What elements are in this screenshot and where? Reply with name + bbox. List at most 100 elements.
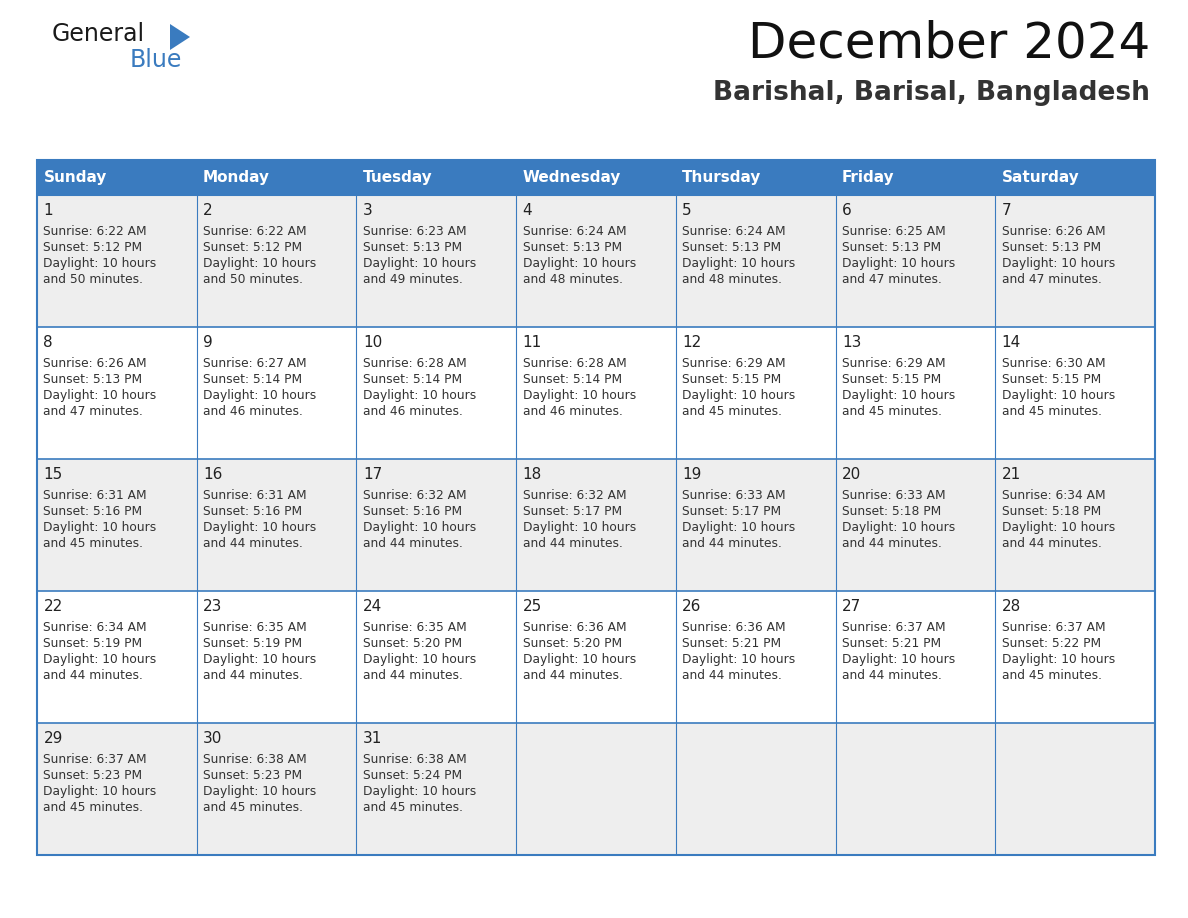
- Text: Sunset: 5:21 PM: Sunset: 5:21 PM: [842, 637, 941, 650]
- Text: Sunset: 5:17 PM: Sunset: 5:17 PM: [523, 505, 621, 518]
- Text: Sunrise: 6:26 AM: Sunrise: 6:26 AM: [1001, 225, 1105, 238]
- Text: Sunrise: 6:32 AM: Sunrise: 6:32 AM: [523, 489, 626, 502]
- Text: and 45 minutes.: and 45 minutes.: [682, 405, 782, 418]
- Text: December 2024: December 2024: [747, 20, 1150, 68]
- Text: and 47 minutes.: and 47 minutes.: [1001, 273, 1101, 286]
- Text: 9: 9: [203, 335, 213, 350]
- Text: and 46 minutes.: and 46 minutes.: [362, 405, 462, 418]
- Text: Sunrise: 6:30 AM: Sunrise: 6:30 AM: [1001, 357, 1105, 370]
- Text: 18: 18: [523, 467, 542, 482]
- Text: Daylight: 10 hours: Daylight: 10 hours: [682, 389, 796, 402]
- Text: Sunrise: 6:36 AM: Sunrise: 6:36 AM: [523, 621, 626, 634]
- Text: 11: 11: [523, 335, 542, 350]
- Text: 1: 1: [44, 203, 53, 218]
- Text: 24: 24: [362, 599, 383, 614]
- Polygon shape: [170, 24, 190, 50]
- Bar: [37, 591, 1155, 723]
- Text: 16: 16: [203, 467, 222, 482]
- Text: and 45 minutes.: and 45 minutes.: [842, 405, 942, 418]
- Text: Sunrise: 6:38 AM: Sunrise: 6:38 AM: [362, 753, 467, 766]
- Text: Daylight: 10 hours: Daylight: 10 hours: [203, 785, 316, 798]
- Text: and 45 minutes.: and 45 minutes.: [362, 801, 463, 814]
- Text: Sunset: 5:22 PM: Sunset: 5:22 PM: [1001, 637, 1101, 650]
- Text: Daylight: 10 hours: Daylight: 10 hours: [842, 521, 955, 534]
- Text: Sunrise: 6:37 AM: Sunrise: 6:37 AM: [1001, 621, 1105, 634]
- Text: Daylight: 10 hours: Daylight: 10 hours: [1001, 521, 1114, 534]
- Text: 5: 5: [682, 203, 691, 218]
- Text: and 44 minutes.: and 44 minutes.: [523, 537, 623, 550]
- Text: Sunset: 5:12 PM: Sunset: 5:12 PM: [44, 241, 143, 254]
- Text: 28: 28: [1001, 599, 1020, 614]
- Text: and 44 minutes.: and 44 minutes.: [682, 537, 782, 550]
- Text: Daylight: 10 hours: Daylight: 10 hours: [362, 521, 476, 534]
- Text: and 44 minutes.: and 44 minutes.: [682, 669, 782, 682]
- Text: Sunrise: 6:31 AM: Sunrise: 6:31 AM: [44, 489, 147, 502]
- Text: Sunrise: 6:22 AM: Sunrise: 6:22 AM: [44, 225, 147, 238]
- Text: Sunrise: 6:25 AM: Sunrise: 6:25 AM: [842, 225, 946, 238]
- Text: Daylight: 10 hours: Daylight: 10 hours: [44, 785, 157, 798]
- Text: Sunrise: 6:34 AM: Sunrise: 6:34 AM: [1001, 489, 1105, 502]
- Text: Daylight: 10 hours: Daylight: 10 hours: [203, 389, 316, 402]
- Text: and 45 minutes.: and 45 minutes.: [44, 537, 144, 550]
- Text: Daylight: 10 hours: Daylight: 10 hours: [682, 257, 796, 270]
- Text: Sunrise: 6:22 AM: Sunrise: 6:22 AM: [203, 225, 307, 238]
- Text: 15: 15: [44, 467, 63, 482]
- Text: Daylight: 10 hours: Daylight: 10 hours: [362, 257, 476, 270]
- Text: Sunrise: 6:37 AM: Sunrise: 6:37 AM: [842, 621, 946, 634]
- Bar: [37, 160, 1155, 855]
- Text: Sunset: 5:13 PM: Sunset: 5:13 PM: [842, 241, 941, 254]
- Text: and 45 minutes.: and 45 minutes.: [1001, 405, 1101, 418]
- Text: Daylight: 10 hours: Daylight: 10 hours: [203, 653, 316, 666]
- Text: Daylight: 10 hours: Daylight: 10 hours: [1001, 389, 1114, 402]
- Text: Sunset: 5:16 PM: Sunset: 5:16 PM: [44, 505, 143, 518]
- Text: 29: 29: [44, 731, 63, 746]
- Text: Daylight: 10 hours: Daylight: 10 hours: [1001, 653, 1114, 666]
- Text: and 44 minutes.: and 44 minutes.: [44, 669, 144, 682]
- Text: Daylight: 10 hours: Daylight: 10 hours: [44, 257, 157, 270]
- Text: 17: 17: [362, 467, 383, 482]
- Text: 10: 10: [362, 335, 383, 350]
- Text: and 44 minutes.: and 44 minutes.: [523, 669, 623, 682]
- Text: Daylight: 10 hours: Daylight: 10 hours: [682, 521, 796, 534]
- Text: Sunrise: 6:35 AM: Sunrise: 6:35 AM: [203, 621, 307, 634]
- Text: and 44 minutes.: and 44 minutes.: [203, 669, 303, 682]
- Text: Sunset: 5:14 PM: Sunset: 5:14 PM: [362, 373, 462, 386]
- Text: Sunrise: 6:31 AM: Sunrise: 6:31 AM: [203, 489, 307, 502]
- Text: Sunrise: 6:34 AM: Sunrise: 6:34 AM: [44, 621, 147, 634]
- Text: Daylight: 10 hours: Daylight: 10 hours: [523, 257, 636, 270]
- Text: 22: 22: [44, 599, 63, 614]
- Text: Sunrise: 6:37 AM: Sunrise: 6:37 AM: [44, 753, 147, 766]
- Text: Sunset: 5:19 PM: Sunset: 5:19 PM: [203, 637, 302, 650]
- Text: and 45 minutes.: and 45 minutes.: [44, 801, 144, 814]
- Text: and 49 minutes.: and 49 minutes.: [362, 273, 462, 286]
- Text: Sunset: 5:15 PM: Sunset: 5:15 PM: [1001, 373, 1101, 386]
- Text: 21: 21: [1001, 467, 1020, 482]
- Text: Wednesday: Wednesday: [523, 170, 621, 185]
- Text: 13: 13: [842, 335, 861, 350]
- Text: Friday: Friday: [842, 170, 895, 185]
- Text: Sunset: 5:12 PM: Sunset: 5:12 PM: [203, 241, 302, 254]
- Text: Daylight: 10 hours: Daylight: 10 hours: [362, 653, 476, 666]
- Text: Sunrise: 6:32 AM: Sunrise: 6:32 AM: [362, 489, 467, 502]
- Text: Daylight: 10 hours: Daylight: 10 hours: [44, 521, 157, 534]
- Bar: [37, 160, 1155, 195]
- Text: Saturday: Saturday: [1001, 170, 1080, 185]
- Text: 19: 19: [682, 467, 702, 482]
- Text: 31: 31: [362, 731, 383, 746]
- Text: Sunset: 5:14 PM: Sunset: 5:14 PM: [203, 373, 302, 386]
- Text: Daylight: 10 hours: Daylight: 10 hours: [682, 653, 796, 666]
- Text: Sunrise: 6:23 AM: Sunrise: 6:23 AM: [362, 225, 467, 238]
- Text: and 44 minutes.: and 44 minutes.: [1001, 537, 1101, 550]
- Text: Sunset: 5:24 PM: Sunset: 5:24 PM: [362, 769, 462, 782]
- Text: Daylight: 10 hours: Daylight: 10 hours: [842, 653, 955, 666]
- Text: Daylight: 10 hours: Daylight: 10 hours: [203, 521, 316, 534]
- Text: 25: 25: [523, 599, 542, 614]
- Text: Sunset: 5:21 PM: Sunset: 5:21 PM: [682, 637, 782, 650]
- Text: Sunset: 5:20 PM: Sunset: 5:20 PM: [523, 637, 621, 650]
- Text: General: General: [52, 22, 145, 46]
- Text: Sunrise: 6:26 AM: Sunrise: 6:26 AM: [44, 357, 147, 370]
- Text: Sunrise: 6:29 AM: Sunrise: 6:29 AM: [682, 357, 786, 370]
- Text: Daylight: 10 hours: Daylight: 10 hours: [842, 257, 955, 270]
- Text: Sunset: 5:23 PM: Sunset: 5:23 PM: [203, 769, 302, 782]
- Text: Sunset: 5:18 PM: Sunset: 5:18 PM: [1001, 505, 1101, 518]
